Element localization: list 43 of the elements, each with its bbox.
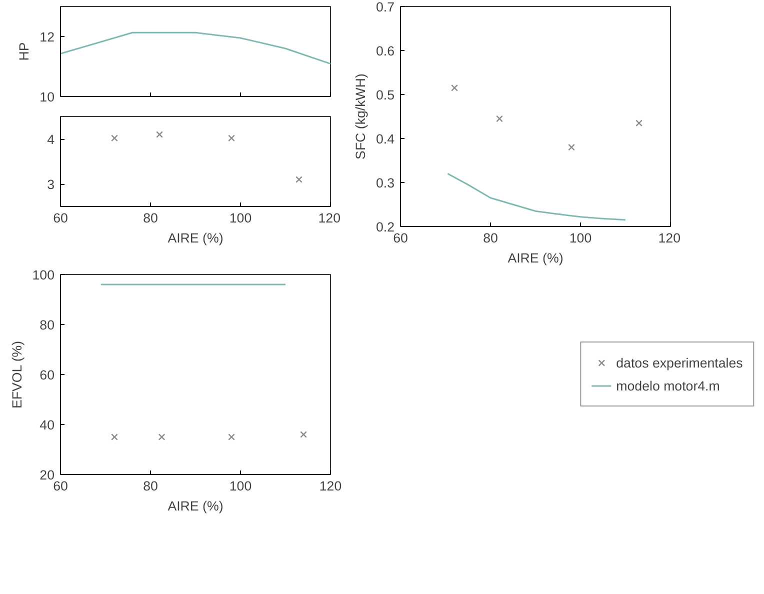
- y-axis-title: EFVOL (%): [9, 340, 24, 409]
- point: [568, 144, 575, 151]
- y-tick-label: 100: [32, 268, 55, 282]
- legend-label: datos experimentales: [616, 355, 743, 370]
- y-tick-label: 0.7: [376, 0, 395, 14]
- line-series: [447, 172, 626, 221]
- point: [296, 176, 302, 183]
- point: [496, 115, 503, 122]
- y-tick-label: 12: [40, 30, 55, 44]
- point: [451, 84, 458, 92]
- y-tick-label: 80: [40, 318, 55, 332]
- y-tick-label: 0.5: [376, 88, 395, 102]
- y-tick-label: 0.4: [376, 132, 396, 146]
- x-tick-label: 100: [229, 210, 252, 226]
- x-tick-label: 80: [143, 478, 158, 494]
- x-axis-title: AIRE (%): [508, 250, 564, 266]
- y-tick-label: 60: [40, 368, 55, 382]
- point: [156, 131, 163, 138]
- x-axis-title: AIRE (%): [168, 230, 224, 246]
- legend-label: modelo motor4.m: [616, 378, 720, 393]
- x-tick-label: 60: [393, 230, 408, 246]
- x-tick-label: 120: [658, 230, 681, 246]
- x-tick-label: 120: [319, 478, 342, 494]
- y-axis-title: SFC (kg/kWH): [352, 74, 368, 160]
- y-tick-label: 10: [40, 90, 55, 104]
- y-tick-label: 40: [40, 418, 55, 432]
- x-tick-label: 100: [569, 230, 592, 246]
- x-axis-title: AIRE (%): [168, 498, 224, 514]
- y-axis-title: HP: [16, 42, 32, 61]
- point: [636, 120, 642, 127]
- x-tick-label: 80: [143, 210, 158, 226]
- y-tick-label: 0.2: [376, 220, 395, 234]
- y-tick-label: 0.3: [376, 176, 395, 190]
- y-tick-label: 0.6: [376, 44, 395, 58]
- line-series: [60, 32, 330, 65]
- point: [111, 134, 118, 142]
- point: [228, 134, 235, 142]
- y-tick-label: 3: [47, 177, 55, 192]
- y-tick-label: 4: [47, 132, 56, 147]
- x-tick-label: 80: [483, 230, 498, 246]
- y-tick-label: 20: [40, 468, 55, 482]
- x-tick-label: 100: [229, 478, 252, 494]
- x-tick-label: 120: [318, 210, 341, 226]
